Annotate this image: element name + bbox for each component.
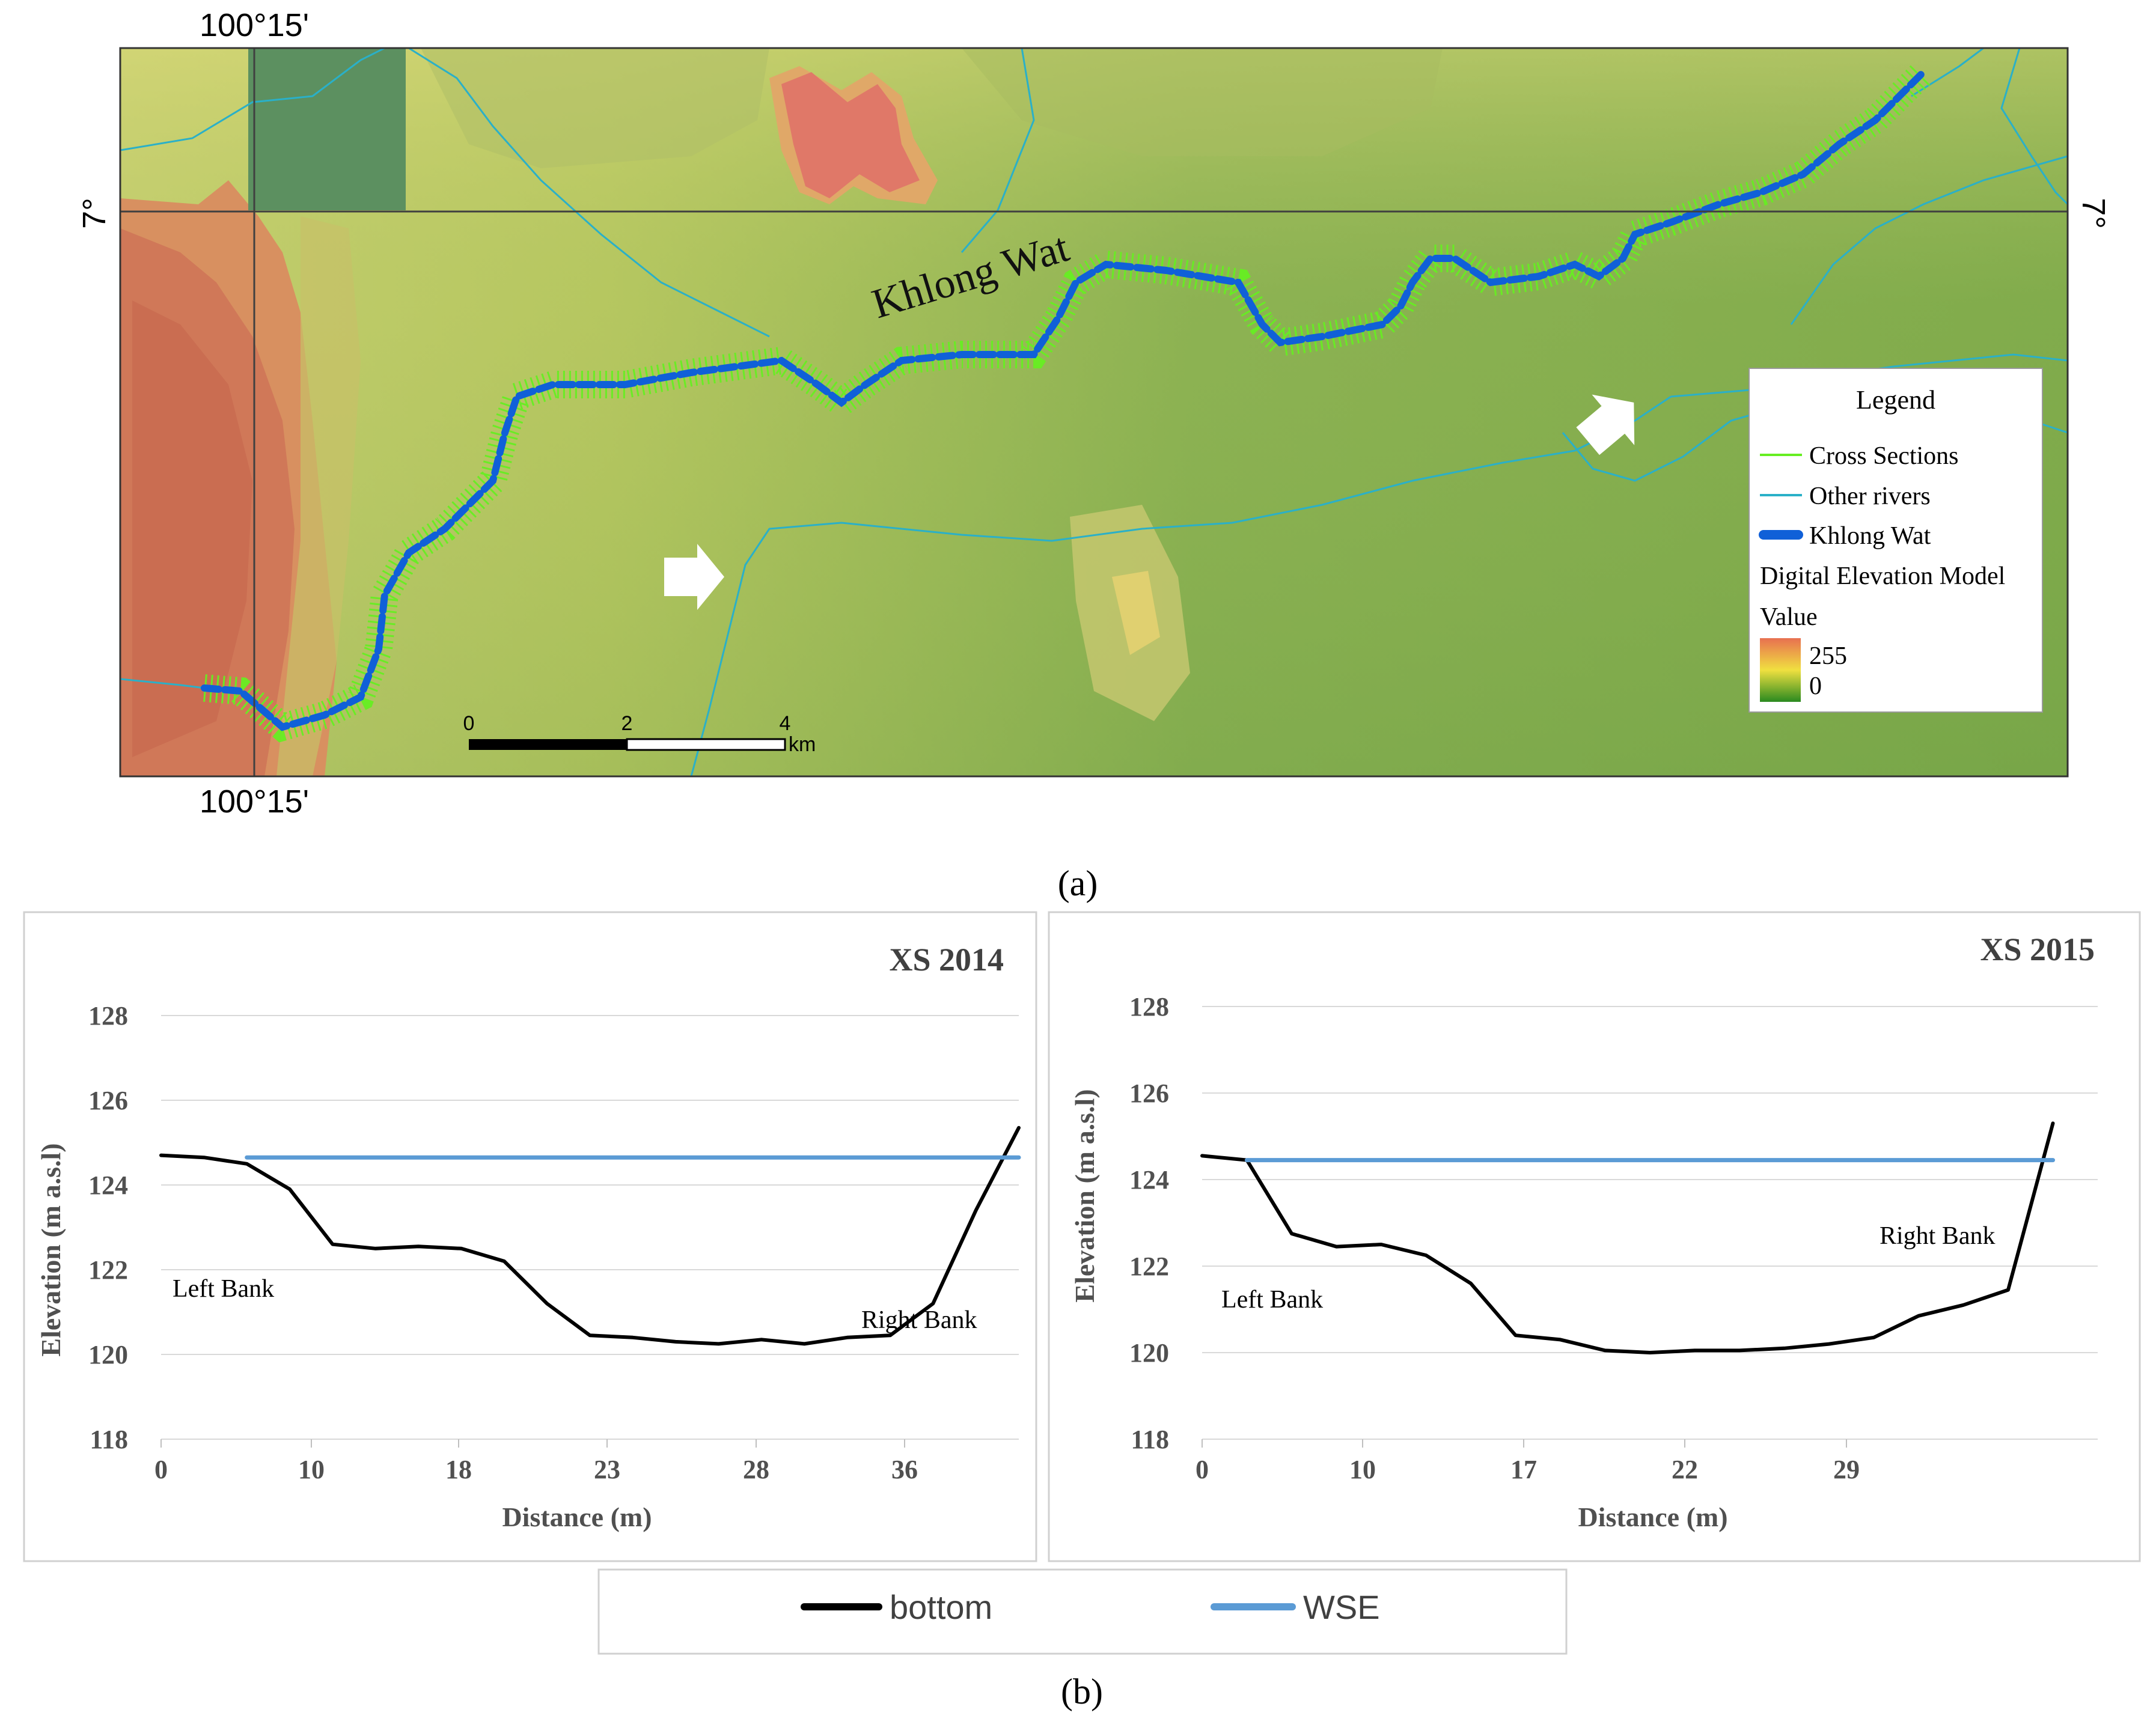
legend-value-label: Value [1760,603,1818,631]
y-tick-label: 120 [1129,1338,1169,1368]
y-tick-label: 126 [88,1086,128,1115]
coord-top-label: 100°15' [200,7,309,43]
x-tick-label: 17 [1510,1455,1537,1484]
caption-b: (b) [1061,1672,1103,1711]
x-tick-label: 0 [1196,1455,1209,1484]
x-tick-label: 23 [594,1455,620,1484]
y-tick-label: 128 [1129,992,1169,1022]
chart-xs-2014: XS 2014 Elevation (m a.s.l) Distance (m)… [23,911,1037,1562]
dem-color-ramp [1760,638,1801,702]
x-tick-label: 10 [298,1455,325,1484]
y-tick-label: 128 [88,1001,128,1031]
chart-frame [1048,911,2141,1562]
chart-title: XS 2014 [889,942,1004,978]
scale-bar: 0 2 4 km [463,712,816,756]
chart-title: XS 2015 [1980,931,2095,967]
y-tick-label: 120 [88,1340,128,1369]
chart-legend: bottom WSE [597,1568,1568,1655]
axis-ticks: 118 120 122 124 126 128 0 10 18 23 28 36 [88,1001,1019,1484]
legend-label-wse: WSE [1303,1588,1380,1626]
x-tick-label: 36 [891,1455,918,1484]
x-tick-label: 22 [1672,1455,1698,1484]
y-tick-label: 124 [1129,1165,1169,1195]
left-bank-label: Left Bank [1221,1286,1323,1314]
y-tick-label: 118 [1131,1425,1169,1454]
y-axis-label: Elevation (m a.s.l) [35,1143,66,1356]
legend-label: Khlong Wat [1809,522,1931,550]
arrow-icon [664,544,724,610]
x-tick-label: 0 [154,1455,168,1484]
y-tick-label: 122 [88,1255,128,1285]
legend-label-bottom: bottom [890,1588,992,1626]
coord-right-label: 7° [2075,198,2112,229]
chart-xs-2015: XS 2015 Elevation (m a.s.l) Distance (m)… [1048,911,2141,1562]
y-tick-label: 118 [90,1425,128,1454]
y-axis-label: Elevation (m a.s.l) [1069,1089,1100,1302]
x-tick-label: 28 [743,1455,769,1484]
coord-left-label: 7° [76,198,112,229]
scale-unit-label: km [789,733,816,756]
scale-tick-label: 4 [780,712,791,735]
caption-a: (a) [1058,863,1098,903]
series-line-bottom [159,1125,1021,1346]
legend-dem-max: 255 [1809,642,1847,670]
x-tick-label: 10 [1349,1455,1376,1484]
map-frame [119,47,2069,778]
legend-title: Legend [1856,385,1935,415]
legend-dem-min: 0 [1809,672,1822,700]
legend-label: Cross Sections [1809,442,1959,470]
coord-bottom-label: 100°15' [200,784,309,820]
map-legend: Legend Cross Sections Other rivers Khlon… [1748,368,2043,713]
khlong-wat-river [201,69,1927,731]
x-axis-label: Distance (m) [502,1502,652,1532]
chart-frame [23,911,1037,1562]
y-tick-label: 124 [88,1171,128,1200]
dem-raster [120,48,2068,776]
scale-tick-label: 2 [621,712,633,735]
left-bank-label: Left Bank [173,1275,274,1303]
y-tick-label: 122 [1129,1252,1169,1281]
x-tick-label: 29 [1833,1455,1860,1484]
x-axis-label: Distance (m) [1578,1502,1727,1532]
series-line-bottom [1200,1121,2055,1354]
legend-dem-title: Digital Elevation Model [1760,562,2005,590]
x-tick-label: 18 [445,1455,472,1484]
plot-area [1200,1121,2055,1354]
y-tick-label: 126 [1129,1079,1169,1108]
arrow-icon [1576,394,1635,455]
map-panel: 100°15' 100°15' 7° 7° Khlong Wat 0 2 4 k… [76,7,2112,903]
axis-ticks: 118 120 122 124 126 128 0 10 17 22 29 [1129,992,2098,1484]
plot-area [159,1125,1021,1346]
legend-label: Other rivers [1809,483,1931,510]
scale-tick-label: 0 [463,712,475,735]
right-bank-label: Right Bank [861,1306,977,1334]
right-bank-label: Right Bank [1880,1222,1996,1250]
